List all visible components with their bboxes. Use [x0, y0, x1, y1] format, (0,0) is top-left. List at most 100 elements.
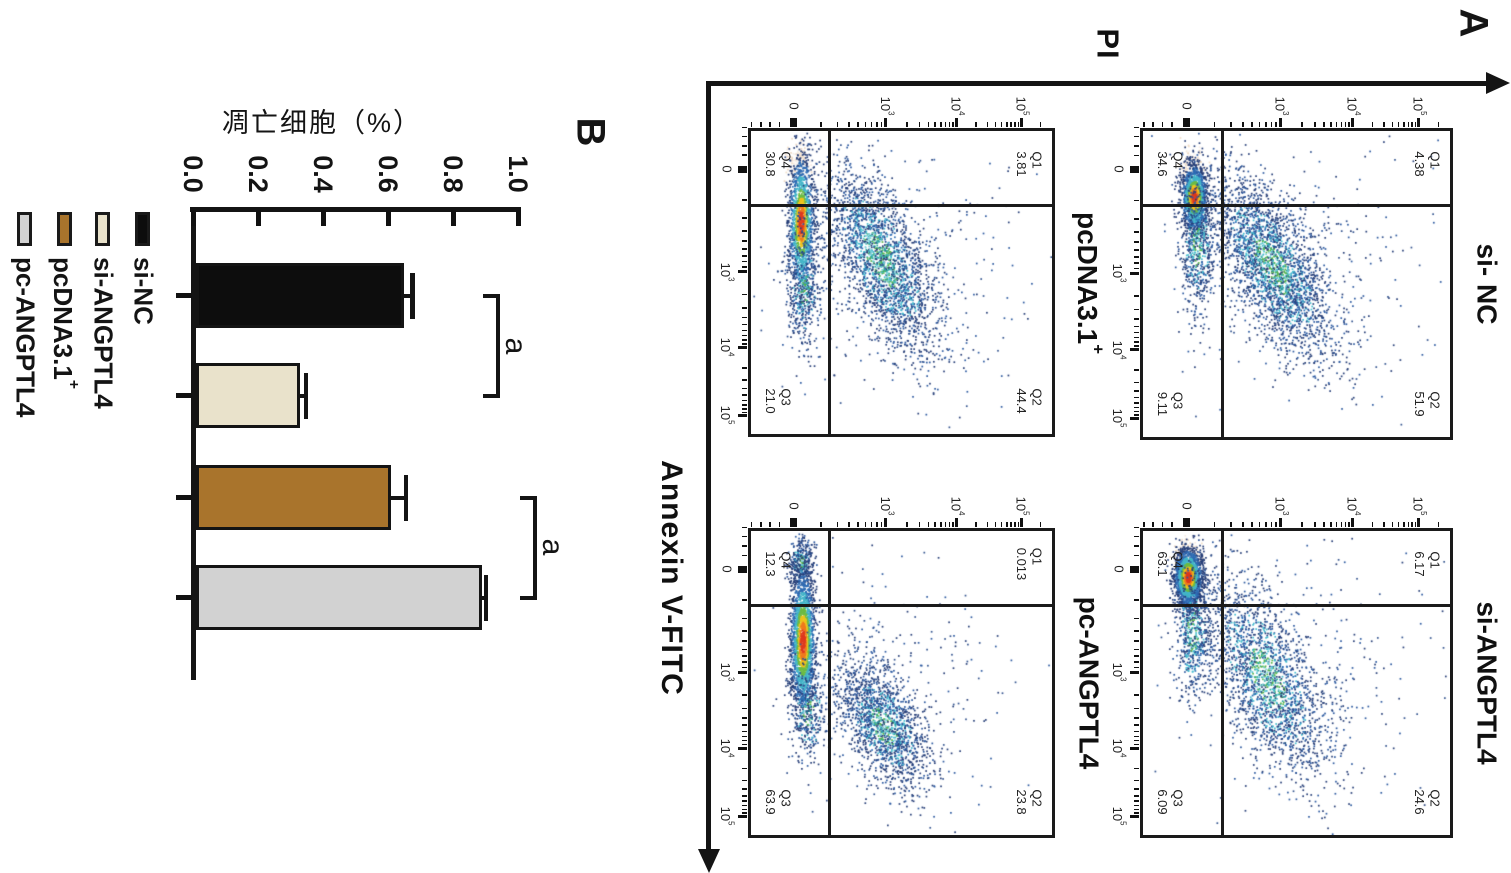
quadrant-name: Q1	[1029, 151, 1045, 169]
x-minor-tick	[880, 122, 883, 127]
x-minor-tick	[1213, 522, 1216, 527]
y-minor-tick	[1134, 126, 1139, 129]
quadrant-value: 51.9	[1412, 391, 1427, 417]
x-minor-tick	[975, 122, 977, 127]
x-minor-tick	[836, 522, 839, 527]
y-tick-label: 105	[718, 806, 736, 826]
x-minor-tick	[1414, 122, 1417, 127]
x-minor-tick	[994, 122, 997, 127]
y-minor-tick	[1134, 308, 1139, 311]
y-minor-tick	[1134, 218, 1139, 220]
quadrant-name: Q1	[1029, 547, 1045, 566]
x-minor-tick	[1371, 522, 1374, 527]
error-whisker	[389, 495, 406, 500]
y-minor-tick	[742, 293, 747, 296]
y-minor-tick	[742, 640, 747, 642]
y-minor-tick	[1134, 154, 1139, 157]
sig-bracket-cap	[520, 495, 537, 500]
x-zero-marker	[1182, 118, 1190, 127]
y-tick-label: 0	[719, 565, 735, 573]
x-minor-tick	[857, 522, 859, 527]
category-tick	[176, 293, 192, 298]
x-minor-tick	[1017, 122, 1020, 127]
y-minor-tick	[742, 545, 747, 547]
y-minor-tick	[742, 323, 747, 326]
quadrant-label-q4: Q4 30.8	[763, 151, 793, 176]
y-minor-tick	[742, 240, 747, 242]
y-major-tick	[738, 746, 747, 750]
annexin-axis-label: Annexin V-FITC	[654, 460, 688, 696]
x-minor-tick	[1230, 122, 1232, 127]
quadrant-label-q4: Q4 63.1	[1155, 551, 1185, 576]
y-minor-tick	[1134, 526, 1139, 529]
flow-panel-title: si-ANGPTL4	[1471, 601, 1503, 765]
x-minor-tick	[880, 522, 883, 527]
y-minor-tick	[742, 779, 747, 782]
y-minor-tick	[742, 399, 747, 402]
x-tick-label: 105	[1013, 96, 1031, 116]
x-minor-tick	[1251, 522, 1253, 527]
y-minor-tick	[742, 724, 747, 726]
quadrant-value: 23.8	[1014, 789, 1029, 815]
x-tick-label: 103	[877, 96, 896, 116]
x-minor-tick	[1010, 522, 1012, 527]
x-minor-tick	[1403, 522, 1405, 527]
y-minor-tick	[1134, 554, 1139, 557]
x-minor-tick	[1340, 122, 1343, 127]
y-minor-tick	[1134, 661, 1139, 663]
x-minor-tick	[1335, 522, 1338, 527]
x-minor-tick	[1314, 522, 1316, 527]
quadrant-value: 21.0	[763, 388, 778, 414]
y-minor-tick	[1134, 779, 1139, 782]
y-minor-tick	[742, 379, 747, 381]
x-minor-tick	[940, 122, 942, 127]
y-minor-tick	[742, 404, 747, 406]
y-zero-marker	[738, 165, 747, 173]
annexin-axis-arrowhead	[697, 849, 720, 873]
x-minor-tick	[927, 522, 930, 527]
scatter-canvas	[1143, 131, 1450, 437]
y-minor-tick	[742, 394, 747, 396]
y-minor-tick	[742, 655, 747, 657]
x-major-tick	[1019, 118, 1023, 127]
quadrant-name: Q3	[778, 789, 794, 807]
gate-line-vertical	[1221, 530, 1225, 836]
x-minor-tick	[1143, 522, 1145, 527]
x-minor-tick	[1330, 122, 1332, 127]
sig-bracket-cap	[483, 393, 500, 398]
y-minor-tick	[1134, 599, 1139, 601]
y-minor-tick	[1134, 535, 1139, 538]
legend-label: si-ANGPTL4	[88, 257, 119, 409]
x-minor-tick	[750, 122, 753, 127]
x-minor-tick	[1344, 522, 1347, 527]
y-major-tick	[1130, 746, 1139, 750]
gate-line-horizontal	[750, 603, 1053, 607]
x-minor-tick	[1323, 122, 1325, 127]
y-major-tick	[738, 345, 747, 349]
legend-swatch	[95, 212, 110, 246]
x-minor-tick	[876, 122, 878, 127]
x-tick-label: 105	[1410, 96, 1428, 116]
x-tick-label: 0	[1179, 502, 1195, 510]
y-minor-tick	[1134, 406, 1139, 409]
x-minor-tick	[1000, 522, 1003, 527]
bar	[196, 263, 404, 328]
y-minor-tick	[742, 666, 747, 669]
x-minor-tick	[948, 522, 951, 527]
y-minor-tick	[1134, 808, 1139, 811]
x-major-tick	[1417, 518, 1421, 527]
y-minor-tick	[1134, 410, 1139, 413]
sig-bracket-line	[496, 293, 500, 398]
y-minor-tick	[1134, 767, 1139, 770]
quadrant-name: Q1	[1427, 551, 1443, 569]
y-major-tick	[1130, 348, 1139, 352]
y-tick-label: 0	[719, 165, 735, 173]
y-minor-tick	[1134, 694, 1139, 696]
y-minor-tick	[1134, 396, 1139, 399]
x-minor-tick	[940, 522, 942, 527]
legend-swatch	[135, 212, 150, 246]
x-minor-tick	[1407, 522, 1410, 527]
y-tick-label: 105	[1110, 806, 1128, 826]
pi-axis-arrowhead	[1486, 72, 1510, 94]
